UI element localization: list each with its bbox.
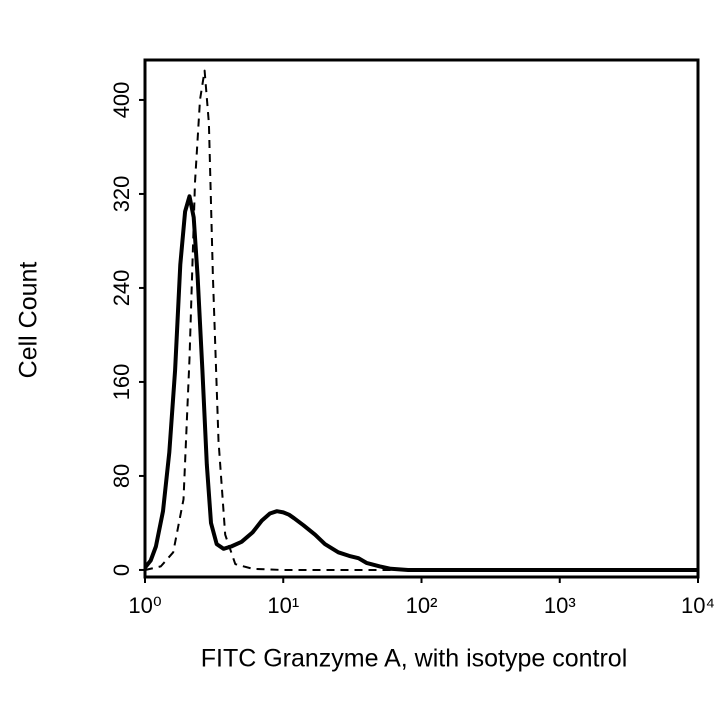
y-axis-label: Cell Count [15, 262, 43, 379]
histogram-line [144, 69, 698, 571]
y-tick-label: 240 [109, 270, 134, 307]
y-tick-label: 400 [109, 82, 134, 119]
y-tick-label: 320 [109, 176, 134, 213]
x-tick-label: 10⁴ [681, 593, 715, 618]
y-tick-label: 80 [109, 464, 134, 488]
x-tick-label: 10² [406, 593, 438, 618]
y-tick-label: 0 [109, 564, 134, 576]
x-tick-label: 10⁰ [128, 593, 161, 618]
y-tick-label: 160 [109, 364, 134, 401]
x-tick-label: 10¹ [267, 593, 299, 618]
histogram-line [143, 194, 698, 572]
x-axis-label: FITC Granzyme A, with isotype control [201, 645, 628, 673]
x-tick-label: 10³ [544, 593, 576, 618]
plot-frame [143, 58, 700, 579]
